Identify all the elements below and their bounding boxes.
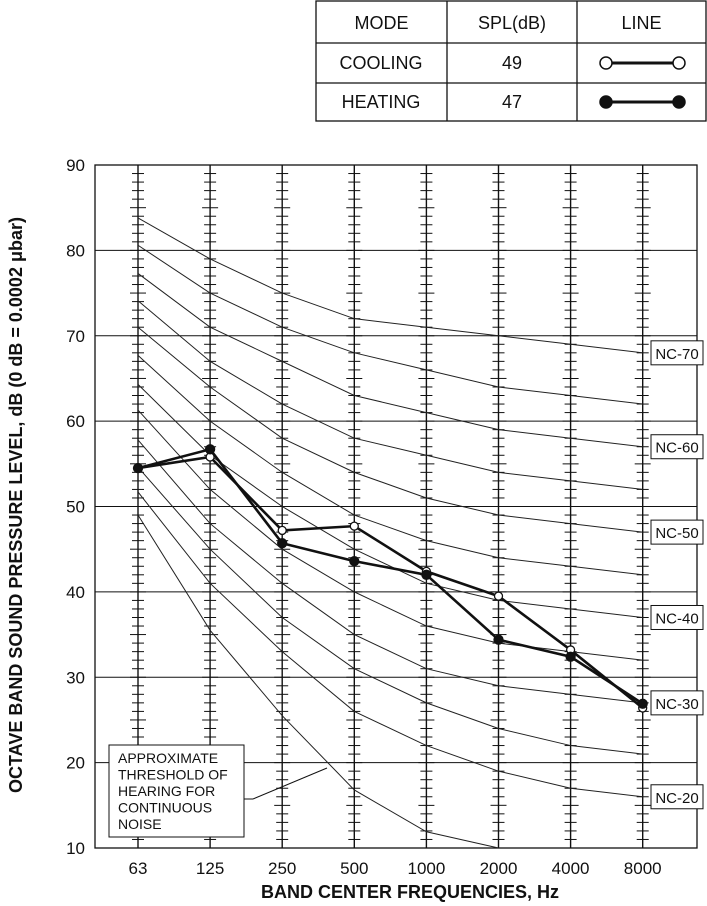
nc-curve — [137, 409, 643, 661]
x-tick-label: 63 — [129, 859, 148, 878]
nc-label-box — [650, 519, 704, 545]
x-tick-label: 500 — [340, 859, 368, 878]
nc-curve — [137, 300, 643, 490]
series-line — [137, 455, 644, 709]
y-tick-label: 30 — [66, 668, 85, 687]
nc-label-box — [650, 690, 704, 716]
nc-label-text: NC-40 — [655, 610, 698, 627]
x-tick-label: 250 — [268, 859, 296, 878]
nc-label-box — [650, 784, 704, 810]
x-tick-label: 125 — [196, 859, 224, 878]
x-axis-label: BAND CENTER FREQUENCIES, Hz — [261, 882, 559, 902]
open-circle-icon — [672, 56, 686, 70]
y-tick-label: 50 — [66, 498, 85, 517]
nc-label: NC-60 — [650, 434, 704, 460]
nc-curve — [137, 217, 643, 354]
annotation-text-line: HEARING FOR — [118, 783, 215, 799]
y-tick-label: 10 — [66, 839, 85, 858]
annotation-text-line: THRESHOLD OF — [118, 767, 228, 783]
nc-label-text: NC-20 — [655, 790, 698, 807]
annotation-text-line: NOISE — [118, 816, 162, 832]
annotation-box — [108, 744, 245, 838]
legend-table: MODE SPL(dB) LINE COOLING 49 HEATING 47 — [315, 0, 707, 122]
data-point — [637, 698, 648, 709]
x-tick-label: 8000 — [624, 859, 662, 878]
legend-mode: COOLING — [339, 53, 422, 73]
nc-curve — [137, 439, 643, 704]
y-tick-label: 20 — [66, 754, 85, 773]
data-point — [421, 569, 432, 580]
nc-label-text: NC-50 — [655, 525, 698, 542]
y-tick-label: 80 — [66, 241, 85, 260]
data-point — [565, 651, 576, 662]
filled-circle-icon — [672, 95, 686, 109]
x-tick-label: 2000 — [480, 859, 518, 878]
open-circle-icon — [599, 56, 613, 70]
data-point — [349, 521, 359, 531]
y-tick-label: 60 — [66, 412, 85, 431]
data-point — [349, 555, 360, 567]
nc-label-text: NC-70 — [655, 346, 698, 363]
nc-label: NC-30 — [650, 690, 704, 716]
nc-curve — [137, 355, 643, 576]
nc-curve — [137, 466, 643, 755]
nc-label: NC-20 — [650, 784, 704, 810]
data-point — [277, 538, 288, 549]
data-point — [204, 444, 216, 455]
series-heating — [132, 444, 648, 709]
series-line — [137, 447, 644, 705]
y-tick-label: 90 — [66, 156, 85, 175]
legend-spl: 47 — [502, 92, 522, 112]
legend-header: MODE — [355, 13, 409, 33]
threshold-curve — [137, 514, 499, 849]
nc-label-text: NC-60 — [655, 440, 698, 457]
nc-curve — [137, 384, 643, 618]
series-cooling — [133, 452, 648, 713]
nc-curve — [137, 244, 643, 405]
x-tick-label: 1000 — [407, 859, 445, 878]
nc-label-box — [650, 340, 704, 366]
y-axis-label: OCTAVE BAND SOUND PRESSURE LEVEL, dB (0 … — [6, 217, 26, 793]
legend-mode: HEATING — [342, 92, 421, 112]
nc-label-box — [650, 434, 704, 460]
nc-curve — [137, 273, 643, 448]
nc-label: NC-40 — [650, 604, 704, 630]
nc-label-text: NC-30 — [655, 696, 698, 713]
x-tick-label: 4000 — [552, 859, 590, 878]
nc-label: NC-70 — [650, 340, 704, 366]
filled-circle-icon — [599, 95, 613, 109]
leader-line — [252, 767, 328, 800]
data-point — [277, 525, 287, 536]
annotation-text-line: CONTINUOUS — [118, 800, 212, 816]
nc-curve — [137, 491, 643, 798]
y-tick-label: 70 — [66, 327, 85, 346]
nc-label: NC-50 — [650, 519, 704, 545]
data-point — [132, 462, 144, 474]
nc-label-box — [650, 604, 704, 630]
data-point — [493, 634, 504, 645]
y-tick-label: 40 — [66, 583, 85, 602]
annotation-text-line: APPROXIMATE — [118, 750, 218, 766]
nc-curve — [137, 326, 643, 533]
legend-header: SPL(dB) — [478, 13, 546, 33]
data-point — [493, 591, 504, 601]
legend-header: LINE — [621, 13, 661, 33]
legend-spl: 49 — [502, 53, 522, 73]
